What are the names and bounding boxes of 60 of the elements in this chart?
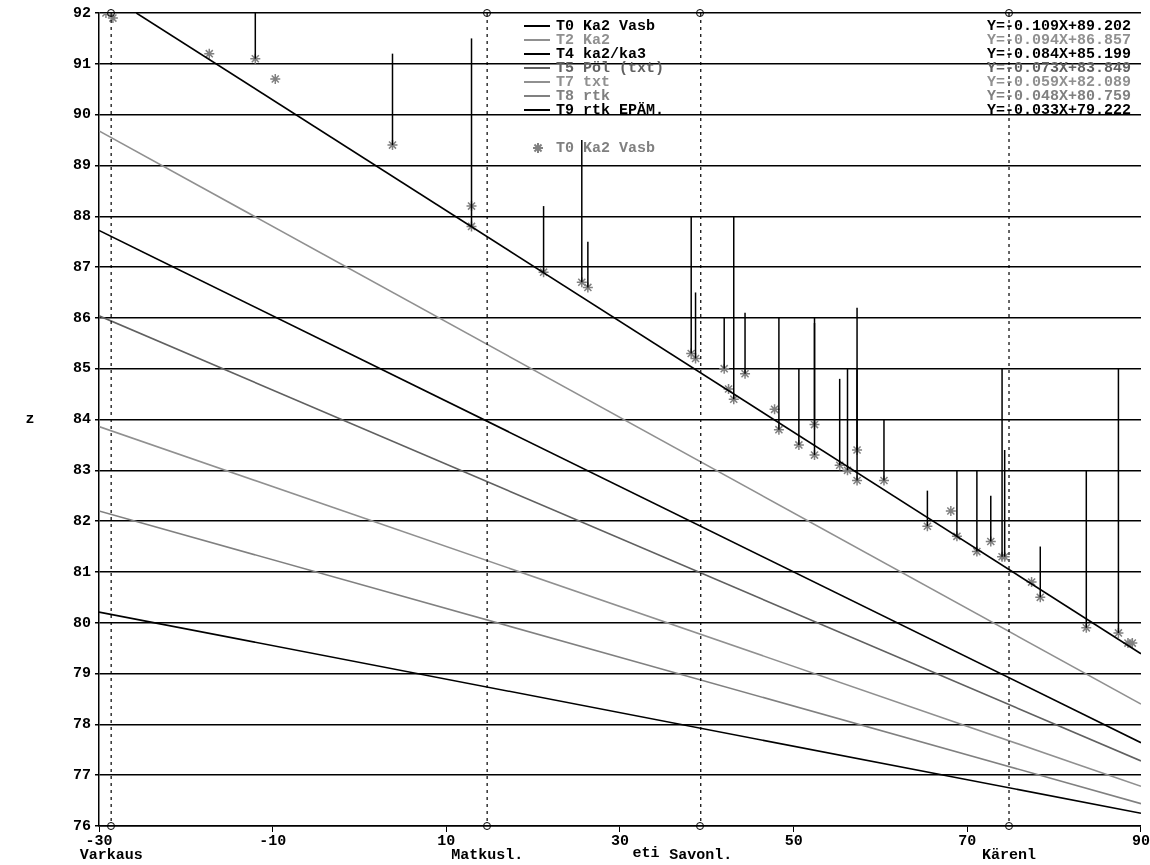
point [582, 281, 594, 294]
y-tick-label: 84 [72, 411, 91, 429]
ref-line-label: Matkusl. [451, 847, 524, 865]
point [773, 423, 785, 436]
point [833, 459, 846, 471]
y-tick-label: 80 [72, 614, 91, 632]
y-tick-label: 91 [72, 55, 91, 73]
y-tick-label: 85 [72, 360, 91, 378]
y-tick-label: 86 [72, 309, 91, 327]
point [1080, 622, 1093, 634]
point [107, 13, 119, 24]
point [1025, 576, 1038, 588]
y-tick-label: 79 [72, 665, 91, 683]
legend-label: T0 Ka2 Vasb [556, 140, 656, 158]
x-tick-label: 70 [958, 832, 977, 850]
point [841, 464, 854, 477]
point [985, 535, 997, 548]
point [1034, 591, 1047, 604]
point [465, 220, 478, 233]
y-tick-label: 81 [72, 563, 91, 581]
point [808, 418, 821, 431]
point [851, 444, 863, 456]
y-axis-title: z [25, 411, 35, 429]
point [851, 474, 863, 487]
y-tick-label: 77 [72, 766, 91, 784]
point [951, 530, 963, 543]
point [739, 368, 751, 380]
y-tick-label: 90 [72, 106, 91, 124]
point [249, 52, 262, 65]
text: eti [632, 845, 660, 863]
x-tick-label: 30 [610, 832, 630, 850]
point [203, 47, 216, 60]
point [465, 200, 478, 212]
point [971, 545, 983, 558]
x-tick-label: 90 [1131, 832, 1150, 850]
y-tick-label: 82 [72, 512, 91, 530]
y-tick-label: 83 [72, 462, 91, 480]
y-tick-label: 78 [72, 716, 91, 734]
x-tick-label: 50 [784, 832, 803, 850]
annotation: Y=-0.033X+79.222 [986, 102, 1131, 120]
point [768, 403, 781, 416]
y-tick-label: 92 [72, 4, 91, 22]
point [793, 439, 805, 451]
y-tick-label: 89 [72, 157, 91, 175]
point [269, 73, 282, 85]
x-tick-label: 10 [437, 832, 456, 850]
y-tick-label: 87 [72, 258, 91, 276]
ref-line-label: Savonl. [669, 847, 733, 865]
point [1112, 627, 1125, 639]
y-tick-label: 76 [72, 817, 91, 835]
x-tick-label: -10 [259, 832, 287, 850]
ref-line-label: Varkaus [79, 847, 143, 865]
ref-line-label: Kärenl [982, 847, 1037, 865]
point [808, 449, 821, 461]
point [576, 276, 588, 289]
y-tick-label: 88 [72, 208, 91, 226]
point [718, 362, 730, 375]
point [878, 474, 890, 487]
point [386, 139, 399, 151]
point [945, 505, 957, 517]
